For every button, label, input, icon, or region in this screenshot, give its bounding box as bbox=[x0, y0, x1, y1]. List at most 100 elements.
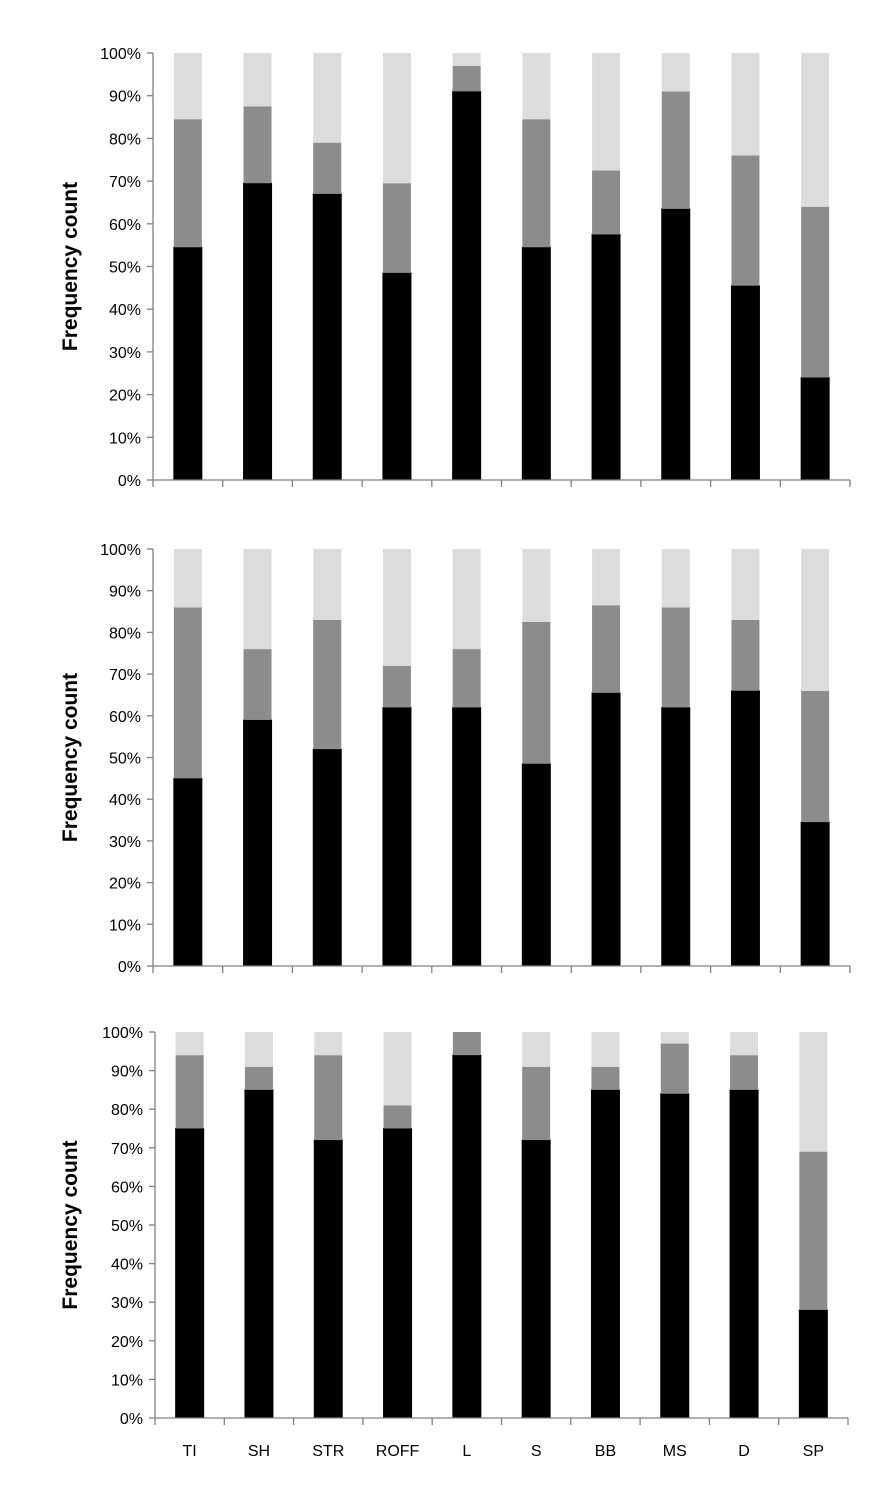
bar-segment-3-sp bbox=[799, 1032, 828, 1152]
category-label-str: STR bbox=[312, 1443, 344, 1460]
bar-segment-3-ms bbox=[661, 53, 690, 92]
y-tick-label: 100% bbox=[100, 46, 141, 63]
y-tick-label: 90% bbox=[111, 1064, 143, 1081]
category-label-ms: MS bbox=[663, 1443, 687, 1460]
y-tick-label: 90% bbox=[109, 89, 141, 106]
y-tick-label: 60% bbox=[111, 1179, 143, 1196]
y-tick-label: 90% bbox=[109, 584, 141, 601]
category-label-s: S bbox=[531, 1443, 542, 1460]
bar-segment-1-sp bbox=[800, 821, 830, 967]
bar-segment-1-sh bbox=[243, 719, 273, 967]
bar-segment-3-s bbox=[522, 549, 551, 622]
bar-segment-1-roff bbox=[383, 1128, 413, 1419]
category-label-bb: BB bbox=[595, 1443, 616, 1460]
bar-segment-2-str bbox=[313, 619, 342, 750]
bar-segment-3-ti bbox=[175, 1032, 204, 1056]
y-tick-label: 30% bbox=[109, 834, 141, 851]
bar-segment-2-ms bbox=[661, 607, 690, 708]
y-tick-label: 50% bbox=[111, 1218, 143, 1235]
y-tick-label: 20% bbox=[109, 388, 141, 405]
y-tick-label: 10% bbox=[109, 430, 141, 447]
bar-segment-3-s bbox=[522, 53, 551, 120]
bar-segment-1-bb bbox=[591, 233, 621, 481]
y-tick-label: 30% bbox=[109, 345, 141, 362]
bar-segment-2-ti bbox=[175, 1055, 204, 1129]
y-tick-label: 100% bbox=[102, 1025, 143, 1042]
bar-segment-1-l bbox=[452, 1054, 482, 1419]
bar-segment-1-sh bbox=[244, 1089, 274, 1419]
bar-segment-2-roff bbox=[382, 665, 411, 708]
y-tick-label: 50% bbox=[109, 751, 141, 768]
y-tick-label: 20% bbox=[109, 876, 141, 893]
chart-panel-2: 0% 10% 20% 30% 40% 50% 60% 70% 80% 90% 100% Frequen… bbox=[59, 542, 851, 976]
bar-segment-3-s bbox=[522, 1032, 551, 1067]
category-label-sp: SP bbox=[803, 1443, 824, 1460]
bar-segment-2-sp bbox=[801, 206, 830, 378]
bar-segment-2-bb bbox=[592, 605, 621, 693]
y-tick-label: 60% bbox=[109, 709, 141, 726]
bar-segment-3-d bbox=[731, 549, 760, 620]
bar-segment-3-ms bbox=[660, 1032, 689, 1044]
y-tick-label: 80% bbox=[109, 625, 141, 642]
bar-segment-2-bb bbox=[592, 170, 621, 235]
bar-segment-1-bb bbox=[591, 692, 621, 967]
bar-segment-1-d bbox=[730, 690, 760, 967]
bar-segment-1-ms bbox=[660, 1093, 690, 1419]
bar-segment-1-l bbox=[452, 706, 482, 967]
bar-segment-1-ti bbox=[173, 777, 203, 967]
bar-segment-2-s bbox=[522, 1066, 551, 1141]
bar-segment-1-ms bbox=[661, 208, 691, 481]
bar-segment-1-l bbox=[452, 90, 482, 481]
category-label-roff: ROFF bbox=[376, 1443, 420, 1460]
bar-segment-1-s bbox=[521, 1139, 551, 1419]
bar-segment-3-bb bbox=[591, 1032, 620, 1067]
bar-segment-2-bb bbox=[591, 1066, 620, 1090]
bar-segment-2-sp bbox=[799, 1151, 828, 1310]
bar-segment-3-roff bbox=[382, 53, 411, 184]
bar-segment-2-ti bbox=[173, 607, 202, 779]
bar-segment-1-ms bbox=[661, 706, 691, 967]
bar-segment-3-l bbox=[452, 53, 481, 66]
bar-segment-2-sh bbox=[243, 649, 272, 720]
bar-segment-1-ti bbox=[175, 1128, 205, 1419]
bar-segment-2-ti bbox=[173, 119, 202, 248]
category-label-ti: TI bbox=[183, 1443, 197, 1460]
bar-segment-1-sh bbox=[243, 182, 273, 481]
bar-segment-1-d bbox=[730, 285, 760, 481]
y-tick-label: 80% bbox=[109, 131, 141, 148]
bar-segment-2-l bbox=[452, 649, 481, 708]
bar-segment-3-str bbox=[313, 53, 342, 143]
y-tick-label: 40% bbox=[109, 792, 141, 809]
bar-segment-3-sh bbox=[244, 1032, 273, 1067]
bar-segment-2-roff bbox=[383, 1105, 412, 1129]
bar-segment-1-d bbox=[729, 1089, 759, 1419]
y-tick-label: 80% bbox=[111, 1102, 143, 1119]
bar-segment-2-s bbox=[522, 621, 551, 764]
bar-segment-1-str bbox=[312, 748, 342, 967]
bar-segment-1-str bbox=[312, 193, 342, 481]
bar-segment-3-str bbox=[314, 1032, 343, 1056]
y-tick-label: 70% bbox=[109, 174, 141, 191]
bar-segment-3-ms bbox=[661, 549, 690, 608]
bar-segment-2-str bbox=[313, 142, 342, 194]
y-axis-label: Frequency count bbox=[59, 182, 82, 351]
bar-segment-3-d bbox=[730, 1032, 759, 1056]
bar-segment-2-str bbox=[314, 1055, 343, 1141]
y-tick-label: 30% bbox=[111, 1295, 143, 1312]
y-tick-label: 70% bbox=[111, 1141, 143, 1158]
bar-segment-2-sh bbox=[243, 106, 272, 184]
bar-segment-1-roff bbox=[382, 706, 412, 967]
bar-segment-2-l bbox=[452, 1032, 481, 1056]
bar-segment-1-ti bbox=[173, 246, 203, 481]
bar-segment-3-roff bbox=[383, 1032, 412, 1106]
bar-segment-2-sh bbox=[244, 1066, 273, 1090]
y-axis-label: Frequency count bbox=[59, 1140, 82, 1309]
y-tick-label: 70% bbox=[109, 667, 141, 684]
bar-segment-3-sh bbox=[243, 53, 272, 107]
bar-segment-3-str bbox=[313, 549, 342, 620]
bar-segment-1-roff bbox=[382, 272, 412, 481]
bar-segment-2-sp bbox=[801, 690, 830, 823]
category-label-sh: SH bbox=[248, 1443, 270, 1460]
bar-segment-3-l bbox=[452, 549, 481, 650]
